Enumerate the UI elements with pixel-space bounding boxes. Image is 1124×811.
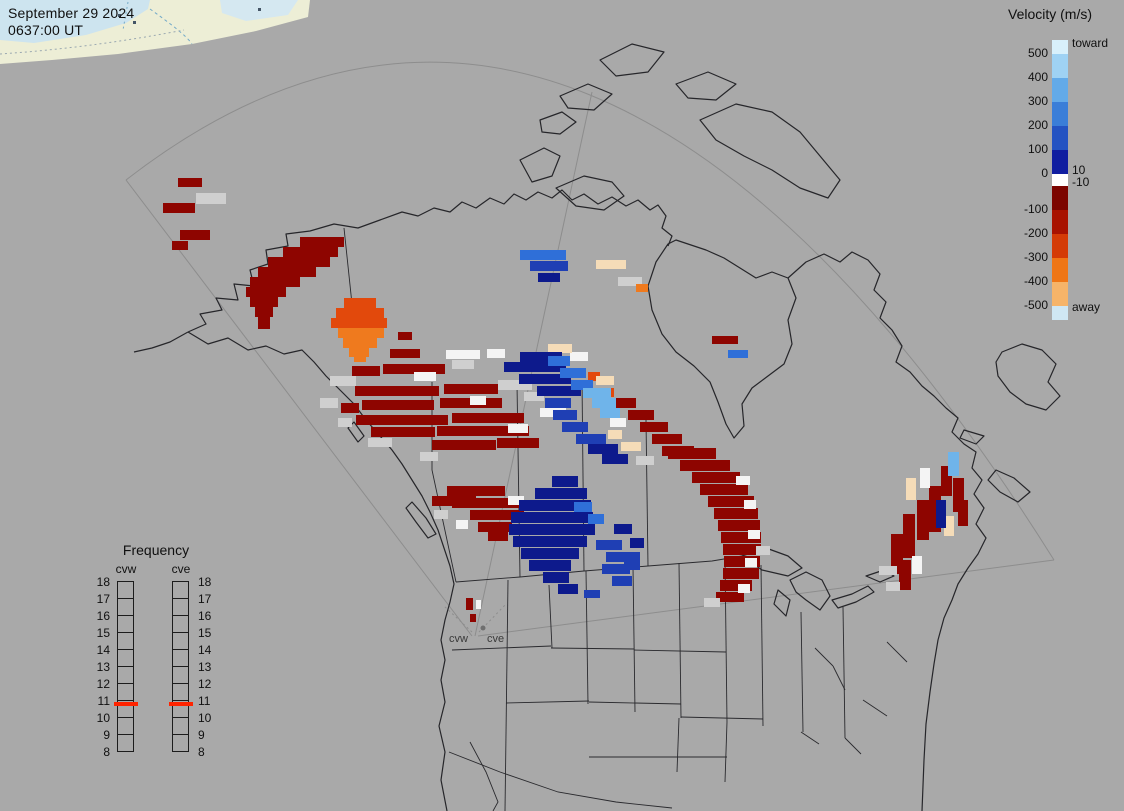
fov-lines (125, 61, 1055, 637)
colorbar-segment (1052, 186, 1068, 210)
frequency-bar-tick (173, 683, 188, 684)
colorbar-segment (1052, 282, 1068, 306)
site-marker (480, 625, 486, 631)
velocity-legend-title: Velocity (m/s) (1008, 6, 1093, 22)
frequency-marker (169, 702, 193, 706)
frequency-bar-tick (173, 632, 188, 633)
colorbar-segment (1052, 126, 1068, 150)
timestamp-time: 0637:00 UT (8, 22, 84, 38)
colorbar-segment (1052, 234, 1068, 258)
site-label-cvw: cvw (449, 633, 468, 645)
frequency-bar-cvw (114, 581, 138, 752)
colorbar-segment (1052, 174, 1068, 186)
frequency-bar-tick (173, 615, 188, 616)
colorbar-segment (1052, 258, 1068, 282)
borders (343, 227, 908, 811)
frequency-bar-tick (118, 615, 133, 616)
site-label-cve: cve (487, 633, 505, 645)
frequency-bar-tick (173, 717, 188, 718)
frequency-bar-tick (118, 666, 133, 667)
frequency-bar-tick (173, 700, 188, 701)
freq-bar-label-cve: cve (171, 562, 191, 576)
frequency-bar-tick (173, 734, 188, 735)
timestamp-date: September 29 2024 (8, 5, 135, 21)
toward-label: toward (1072, 36, 1109, 50)
away-label: away (1072, 300, 1101, 314)
frequency-bar-tick (118, 734, 133, 735)
freq-bar-label-cvw: cvw (115, 562, 137, 576)
coastlines (133, 43, 1061, 811)
frequency-bar-tick (173, 598, 188, 599)
velocity-colorbar (1052, 40, 1068, 320)
topleft-decoration (0, 0, 310, 64)
frequency-legend-title: Frequency (122, 542, 190, 558)
frequency-bar-tick (173, 649, 188, 650)
frequency-bar-tick (118, 683, 133, 684)
frequency-bar-tick (173, 666, 188, 667)
frequency-bar-tick (118, 598, 133, 599)
colorbar-segment (1052, 78, 1068, 102)
colorbar-segment (1052, 102, 1068, 126)
colorbar-segment (1052, 210, 1068, 234)
colorbar-segment (1052, 150, 1068, 174)
frequency-bar-tick (118, 717, 133, 718)
colorbar-segment (1052, 306, 1068, 320)
frequency-bar-tick (118, 632, 133, 633)
frequency-bar-tick (118, 700, 133, 701)
frequency-bar-cve (169, 581, 193, 752)
colorbar-segment (1052, 40, 1068, 54)
colorbar-segment (1052, 54, 1068, 78)
frequency-bar-tick (118, 649, 133, 650)
frequency-marker (114, 702, 138, 706)
